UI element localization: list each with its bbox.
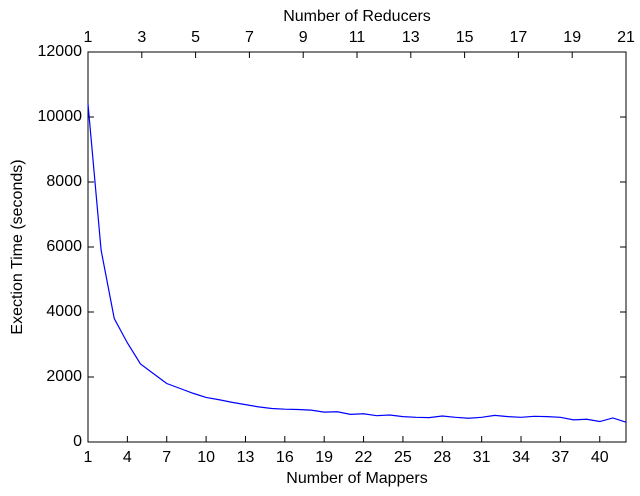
y-tick-label: 10000 [38,108,83,125]
x-tick-label: 10 [197,449,215,466]
x2-tick-label: 11 [349,29,366,46]
x2-tick-label: 19 [563,29,581,46]
x2-tick-label: 21 [617,29,635,46]
x-tick-label: 19 [315,449,333,466]
x2-tick-label: 5 [191,29,200,46]
x-tick-label: 4 [123,449,132,466]
x2-tick-label: 9 [299,29,308,46]
x-tick-label: 31 [473,449,491,466]
x2-tick-label: 1 [84,29,93,46]
y-tick-label: 8000 [46,173,82,190]
x2-tick-label: 3 [137,29,146,46]
x-tick-label: 28 [433,449,451,466]
x2-tick-label: 17 [510,29,528,46]
x2-tick-label: 13 [402,29,420,46]
x-tick-label: 22 [355,449,373,466]
y-tick-label: 12000 [38,43,83,60]
x-tick-label: 25 [394,449,412,466]
x2-tick-label: 7 [245,29,254,46]
x-tick-label: 16 [276,449,294,466]
x-tick-label: 7 [162,449,171,466]
data-line [87,103,627,423]
x2-axis-label: Number of Reducers [283,8,431,25]
y-tick-label: 0 [73,433,82,450]
x-tick-label: 40 [591,449,609,466]
x-tick-label: 13 [237,449,255,466]
plot-frame [87,51,627,443]
x-tick-label: 37 [551,449,569,466]
y-tick-label: 2000 [46,368,82,385]
y-tick-label: 6000 [46,238,82,255]
y-tick-label: 4000 [46,303,82,320]
x2-tick-label: 15 [456,29,474,46]
x-axis-label: Number of Mappers [286,470,427,487]
y-axis-label: Exection Time (seconds) [9,159,26,334]
x-tick-label: 34 [512,449,530,466]
x-tick-label: 1 [84,449,93,466]
